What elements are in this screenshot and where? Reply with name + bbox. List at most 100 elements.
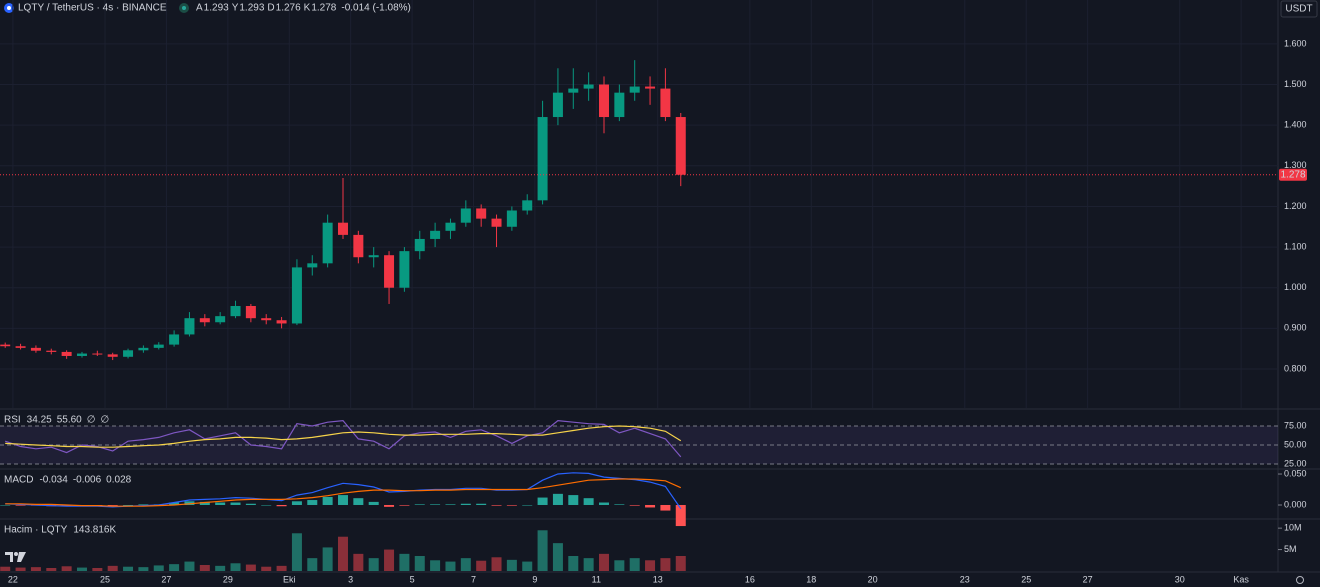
histogram-bar — [568, 495, 579, 505]
candle-body — [107, 354, 118, 357]
y-tick-label: 1.100 — [1284, 241, 1307, 251]
histogram-bar — [522, 504, 533, 506]
y-tick-label: 0.000 — [1284, 499, 1307, 509]
volume-bar — [92, 568, 103, 571]
histogram-bar — [337, 495, 348, 505]
last-price-label: 1.278 — [1280, 169, 1305, 180]
histogram-bar — [629, 504, 640, 506]
volume-bar — [276, 565, 287, 571]
currency-button[interactable] — [1280, 0, 1318, 18]
y-tick-label: 1.600 — [1284, 38, 1307, 48]
volume-bar — [291, 533, 302, 571]
volume-bar — [614, 560, 625, 571]
candle-body — [30, 347, 41, 351]
x-tick-label: 22 — [8, 574, 18, 584]
candle-body — [491, 218, 502, 227]
candle-body — [660, 88, 671, 118]
candle-body — [169, 334, 180, 345]
volume-bar — [76, 567, 87, 571]
x-tick-label: 23 — [960, 574, 970, 584]
histogram-bar — [353, 498, 364, 505]
volume-bar — [153, 565, 164, 571]
x-tick-label: 13 — [653, 574, 663, 584]
candle-body — [245, 306, 256, 319]
candle-body — [460, 208, 471, 223]
tv-logo — [5, 552, 26, 562]
volume-bar — [476, 560, 487, 571]
logo-part — [17, 552, 26, 562]
candle-body — [614, 92, 625, 118]
y-tick-label: 5M — [1284, 544, 1297, 554]
pane-legend-value: -0.006 — [73, 475, 102, 486]
indicator-line — [5, 478, 682, 507]
histogram-bar — [368, 501, 379, 505]
candle-body — [506, 210, 517, 227]
volume-bar — [61, 566, 72, 571]
y-tick-label: 10M — [1284, 523, 1302, 533]
candle-body — [276, 320, 287, 324]
candle-body — [322, 222, 333, 264]
pane-legend-value: 0.028 — [106, 475, 131, 486]
volume-bar — [0, 566, 11, 571]
volume-bar — [537, 530, 548, 571]
settings-icon[interactable] — [1296, 576, 1304, 584]
candle-body — [307, 263, 318, 268]
candle-body — [138, 347, 149, 351]
x-tick-label: 18 — [806, 574, 816, 584]
volume-bar — [399, 553, 410, 571]
volume-bar — [169, 564, 180, 571]
volume-bar — [199, 565, 210, 571]
candle-body — [598, 84, 609, 118]
volume-bar — [107, 565, 118, 571]
candle-body — [153, 344, 164, 348]
histogram-bar — [614, 504, 625, 505]
volume-bar — [460, 558, 471, 571]
x-tick-label: 30 — [1175, 574, 1185, 584]
y-tick-label: 1.300 — [1284, 160, 1307, 170]
histogram-bar — [476, 503, 487, 505]
candle-body — [15, 346, 26, 348]
y-tick-label: 0.800 — [1284, 363, 1307, 373]
candle-body — [537, 117, 548, 201]
volume-bar — [138, 567, 149, 571]
histogram-bar — [184, 501, 195, 505]
candle-body — [92, 353, 103, 355]
candle-body — [476, 208, 487, 219]
volume-bar — [583, 558, 594, 571]
candle-body — [384, 255, 395, 288]
ohlc-value: 1.276 — [276, 3, 301, 14]
candle-body — [368, 255, 379, 258]
candle-body — [430, 230, 441, 239]
volume-bar — [522, 561, 533, 571]
currency-label[interactable]: USDT — [1285, 4, 1312, 15]
volume-bar — [660, 558, 671, 571]
ohlc-value: 1.293 — [239, 3, 264, 14]
candle-body — [583, 84, 594, 89]
histogram-bar — [660, 504, 671, 511]
pane-legend-value: -0.034 — [39, 475, 68, 486]
y-tick-label: 50.00 — [1284, 439, 1307, 449]
x-tick-label: 7 — [471, 574, 476, 584]
ohlc-key: Y — [232, 3, 239, 14]
pane-legend-value: 143.816K — [73, 525, 116, 536]
indicator-line — [5, 425, 682, 448]
x-tick-label: 25 — [100, 574, 110, 584]
candle-body — [261, 318, 272, 321]
histogram-bar — [645, 504, 656, 508]
x-tick-label: Kas — [1233, 574, 1249, 584]
axis: 22 25 27 29 Eki 3 5 7 9 11 13 16 18 20 23 25 27 30 Kas 0.80… — [8, 38, 1307, 584]
candle-body — [414, 238, 425, 252]
ohlc-value: 1.293 — [204, 3, 229, 14]
histogram-bar — [537, 497, 548, 505]
volume-bar — [230, 563, 241, 571]
volume-bar — [384, 549, 395, 571]
ohlc-value: 1.278 — [311, 3, 336, 14]
volume-bar — [123, 566, 134, 571]
volume-bar — [184, 561, 195, 571]
volume-bar — [645, 560, 656, 571]
marks: 1.278 — [0, 60, 1307, 571]
histogram-bar — [291, 501, 302, 505]
grid — [0, 0, 1282, 551]
histogram-bar — [123, 504, 134, 506]
